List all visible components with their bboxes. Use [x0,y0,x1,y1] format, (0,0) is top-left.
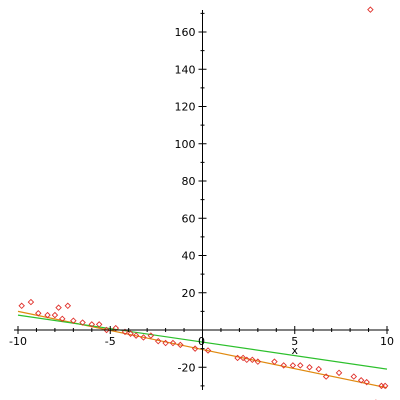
x-tick-label: -10 [9,335,27,348]
data-point [280,362,287,369]
data-point [140,334,147,341]
y-tick-label: 20 [182,287,196,300]
data-point [322,373,330,380]
data-point [27,298,35,306]
y-tick-label: 140 [175,63,196,76]
data-point [79,319,86,326]
data-point [234,354,241,362]
x-tick-label: -5 [105,335,116,348]
data-point [381,382,389,390]
data-point [112,324,120,332]
data-point [51,311,59,319]
y-tick-label: 40 [182,250,196,263]
data-point [103,326,110,334]
data-point [271,358,278,365]
y-tick-label: -20 [178,361,196,374]
data-point [363,378,370,386]
data-point [357,377,365,384]
data-point [55,304,62,311]
data-point [169,339,177,347]
y-tick-label: 160 [175,26,196,39]
data-point [44,311,51,319]
data-point [59,315,66,323]
x-tick-label: 5 [291,335,298,348]
y-tick-label: 60 [182,212,196,225]
data-point [177,341,184,349]
y-tick-label: 120 [175,101,196,114]
data-point [367,6,374,13]
data-point [147,332,155,339]
data-point [306,364,313,371]
data-point [191,345,199,352]
data-point [154,337,162,345]
data-point [249,356,256,364]
data-point [162,339,169,347]
data-point [95,321,103,328]
ticks: -10 -5 0 5 10 -20 20 40 60 80 100 120 140 160 [9,12,394,387]
data-point [88,321,96,328]
data-point [64,302,72,310]
data-point [121,328,129,336]
x-axis-label: x [291,344,298,357]
data-point [70,317,77,324]
data-point [315,365,322,373]
x-tick-label: 0 [198,335,205,348]
data-points [18,6,389,400]
data-point [243,356,251,364]
data-point [35,310,42,317]
data-point [239,354,247,362]
data-point [289,362,297,369]
data-point [254,358,262,365]
y-tick-label: 100 [175,138,196,151]
x-tick-label: 10 [380,335,394,348]
data-point [335,369,343,377]
data-point [350,373,358,380]
y-tick-label: 80 [182,175,196,188]
data-point [127,330,134,337]
data-point [18,302,25,310]
data-point [132,332,140,339]
data-point [204,347,212,354]
data-point [297,362,304,369]
